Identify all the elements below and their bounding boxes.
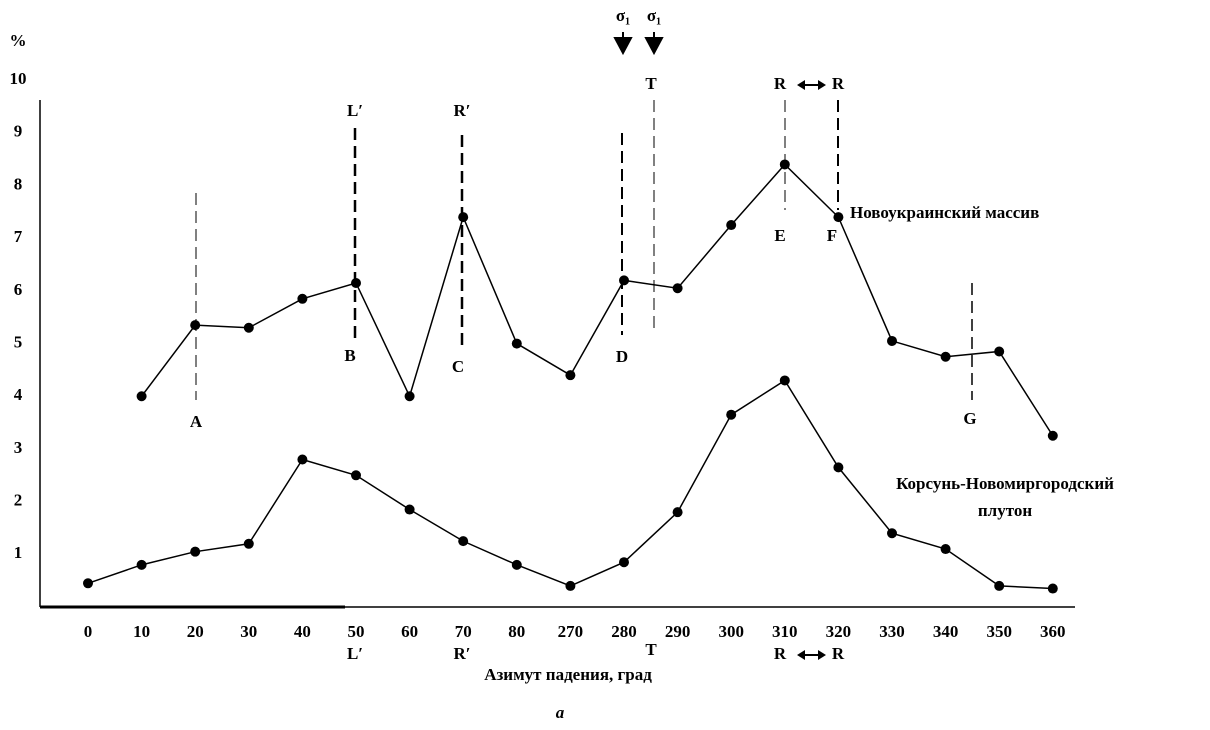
annotation-label: L′ [347, 101, 363, 120]
data-point [833, 462, 844, 473]
data-point [83, 578, 93, 589]
x-tick-label: 60 [401, 622, 418, 641]
data-point [887, 528, 897, 539]
annotation-label: B [344, 346, 355, 365]
sigma-label: σ₁ [647, 6, 661, 25]
annotation-label: R [832, 74, 845, 93]
data-point [726, 220, 737, 231]
x-tick-label: 20 [187, 622, 204, 641]
data-point [136, 559, 147, 570]
data-point [297, 293, 308, 304]
annotation-label: R [774, 74, 787, 93]
y-tick-label: 6 [14, 280, 23, 299]
annotation-label: G [963, 409, 976, 428]
axis-annotation: R′ [453, 644, 470, 663]
axis-annotation: R [774, 644, 787, 663]
data-point [404, 391, 415, 402]
x-tick-label: 270 [558, 622, 584, 641]
x-tick-label: 350 [986, 622, 1012, 641]
data-point [619, 557, 629, 568]
caption: а [556, 703, 565, 722]
data-point [458, 536, 469, 547]
axis-annotation: L′ [347, 644, 363, 663]
x-tick-label: 40 [294, 622, 311, 641]
data-point [940, 351, 951, 362]
axis-annotation: R [832, 644, 845, 663]
sigma-arrow [613, 32, 633, 56]
y-tick-label: 3 [14, 438, 23, 457]
data-point [458, 212, 469, 223]
arrow-head [797, 80, 826, 90]
data-point [565, 580, 576, 591]
data-point [243, 322, 254, 333]
y-tick-label: 9 [14, 122, 23, 141]
annotation-label: D [616, 347, 628, 366]
x-tick-label: 320 [826, 622, 852, 641]
y-tick-label: 1 [14, 543, 23, 562]
annotation-label: A [190, 412, 203, 431]
data-point [190, 320, 201, 331]
y-tick-label: 2 [14, 491, 23, 510]
y-unit: % [10, 31, 27, 50]
y-tick-label: 4 [14, 385, 23, 404]
series-line [141, 163, 1054, 437]
data-point [511, 338, 522, 349]
data-point [619, 275, 629, 286]
data-point [672, 283, 683, 294]
annotation-label: E [774, 226, 785, 245]
data-point [351, 470, 361, 481]
x-tick-label: 70 [455, 622, 472, 641]
x-tick-label: 300 [718, 622, 744, 641]
data-point [940, 544, 951, 555]
annotation-label: T [645, 74, 657, 93]
y-tick-label: 5 [14, 332, 23, 351]
data-point [297, 454, 308, 465]
data-point [779, 159, 790, 170]
x-tick-label: 30 [240, 622, 257, 641]
data-point [887, 335, 897, 346]
series-label: Корсунь-Новомиргородский плутон [896, 474, 1114, 520]
data-point [243, 538, 254, 549]
sigma-label: σ₁ [616, 6, 630, 25]
x-tick-label: 280 [611, 622, 637, 641]
data-point [726, 409, 737, 420]
data-point [190, 546, 201, 557]
x-tick-label: 330 [879, 622, 905, 641]
annotation-label: R′ [453, 101, 470, 120]
x-tick-label: 340 [933, 622, 959, 641]
x-axis-title: Азимут падения, град [484, 665, 652, 684]
data-point [511, 559, 522, 570]
data-point [351, 277, 361, 288]
data-point [1047, 583, 1058, 594]
x-tick-label: 310 [772, 622, 798, 641]
y-tick-label: 7 [14, 227, 23, 246]
annotation-label: F [827, 226, 837, 245]
axis-annotation: T [645, 640, 657, 659]
y-tick-label: 8 [14, 174, 23, 193]
x-tick-label: 10 [133, 622, 150, 641]
data-point [672, 507, 683, 518]
data-point [833, 212, 844, 223]
series-label: Новоукраинский массив [850, 203, 1040, 222]
data-point [994, 346, 1005, 357]
data-point [136, 391, 147, 402]
data-point [779, 375, 790, 386]
x-tick-label: 290 [665, 622, 691, 641]
arrow-head [797, 650, 826, 660]
annotation-label: C [452, 357, 464, 376]
data-point [994, 580, 1005, 591]
x-tick-label: 0 [84, 622, 93, 641]
data-point [1047, 430, 1058, 441]
y-tick-label: 10 [10, 69, 27, 88]
sigma-arrow [644, 32, 664, 56]
data-point [404, 504, 415, 515]
data-point [565, 370, 576, 381]
x-tick-label: 360 [1040, 622, 1066, 641]
x-tick-label: 50 [348, 622, 365, 641]
x-tick-label: 80 [508, 622, 525, 641]
